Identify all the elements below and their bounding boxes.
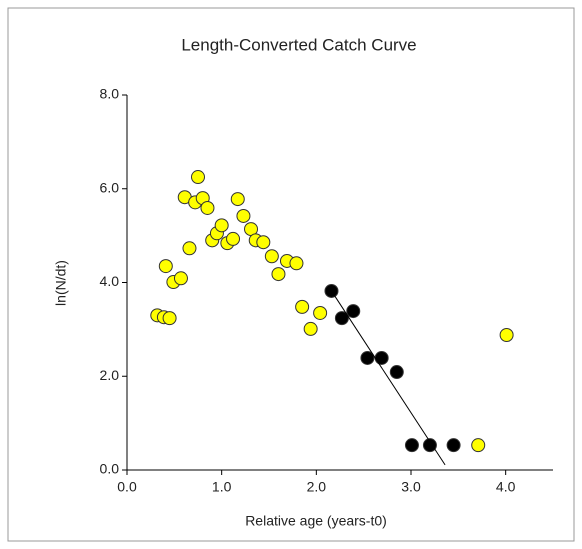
point (200, 200, 215, 215)
x-tick-label: 1.0 (212, 479, 232, 495)
x-tick-label: 4.0 (496, 479, 516, 495)
point (389, 365, 404, 380)
y-tick-label: 0.0 (100, 461, 120, 477)
point (271, 267, 286, 282)
x-axis-label: Relative age (years-t0) (245, 513, 387, 529)
point (162, 311, 177, 326)
point (499, 328, 514, 342)
point (230, 192, 245, 207)
point (374, 350, 389, 365)
point (289, 256, 304, 271)
point (346, 304, 361, 319)
frame (7, 7, 575, 542)
point (236, 208, 251, 223)
point (334, 311, 349, 326)
point (256, 235, 271, 250)
fit-line (331, 290, 446, 466)
point (264, 249, 279, 264)
point (214, 218, 229, 233)
x-tick-label: 0.0 (117, 479, 137, 495)
y-tick-label: 4.0 (100, 273, 120, 289)
x-tick-label: 2.0 (307, 479, 327, 495)
x-tick-label: 3.0 (401, 479, 421, 495)
point (173, 271, 188, 286)
point (360, 350, 375, 365)
point (226, 231, 241, 246)
point (303, 321, 318, 336)
y-tick-label: 2.0 (100, 367, 120, 383)
chart-title: Length-Converted Catch Curve (181, 35, 416, 54)
point (182, 241, 197, 256)
point (191, 170, 205, 185)
point (471, 438, 486, 453)
point (295, 299, 310, 314)
y-axis-label: ln(N/dt) (53, 260, 69, 306)
point (446, 438, 461, 453)
point (158, 259, 173, 274)
point (404, 438, 419, 453)
point (422, 438, 437, 453)
point (313, 305, 328, 320)
y-tick-label: 8.0 (100, 86, 120, 102)
y-tick-label: 6.0 (100, 179, 120, 195)
